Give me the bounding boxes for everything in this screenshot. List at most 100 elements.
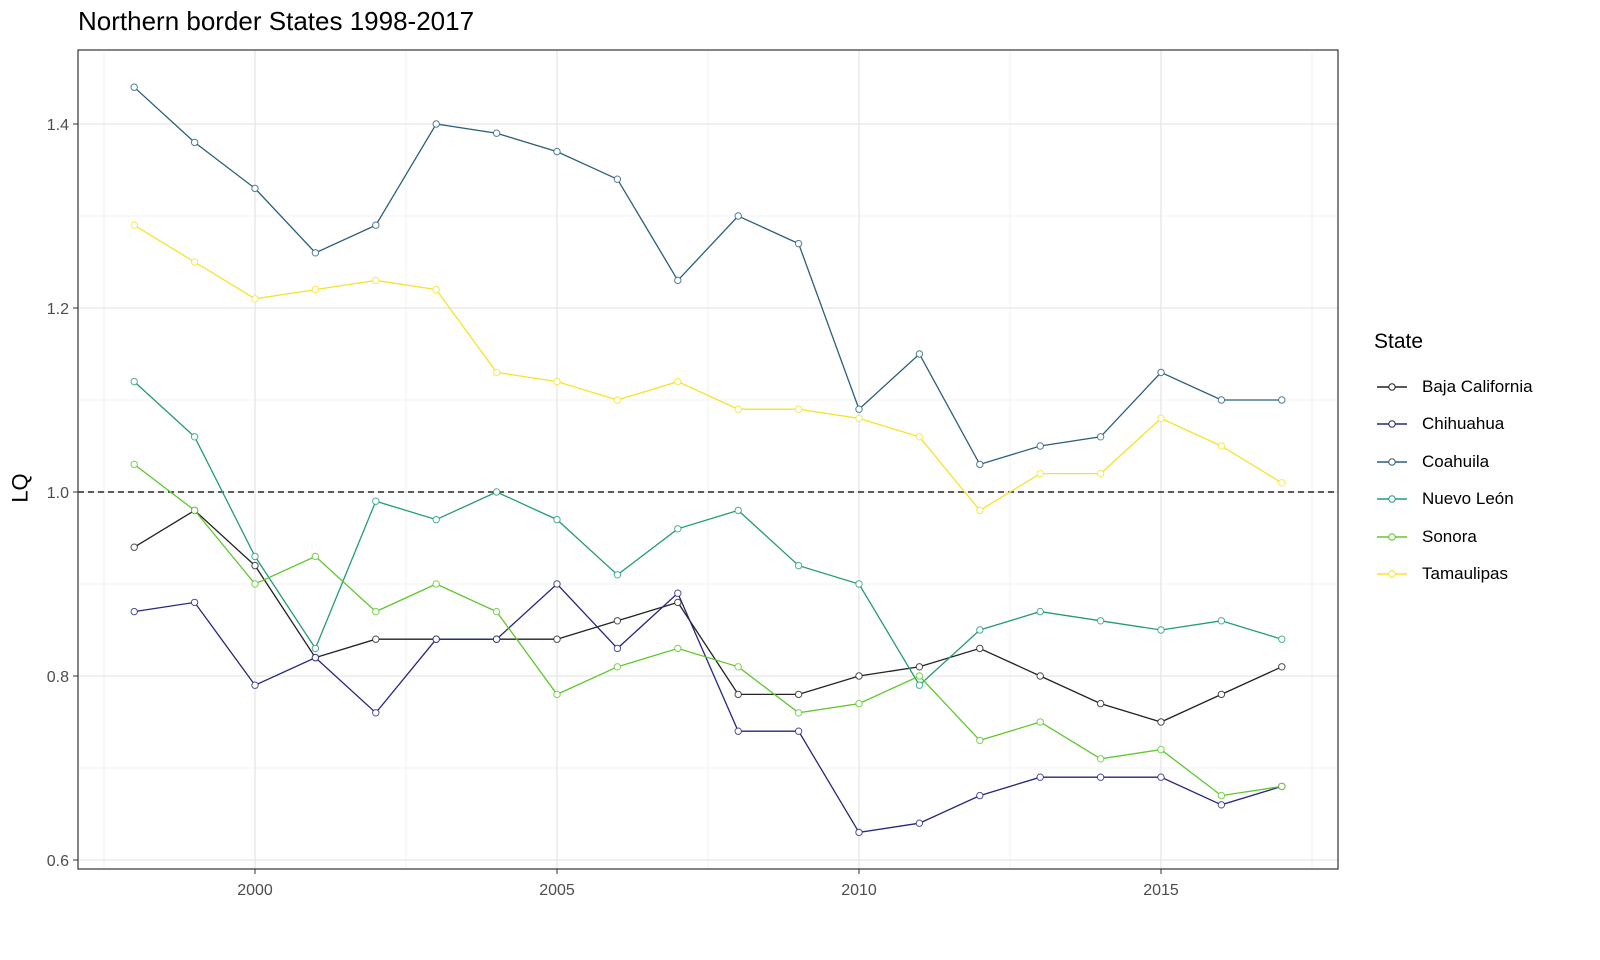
data-point (1217, 801, 1226, 809)
legend-item: Sonora (1374, 518, 1533, 556)
data-point (915, 681, 924, 689)
data-point (674, 377, 682, 386)
data-point (251, 295, 259, 303)
legend-label: Nuevo León (1422, 489, 1514, 509)
data-point (674, 276, 682, 285)
data-point (372, 497, 380, 505)
legend-key-icon (1377, 570, 1407, 578)
legend-item: Tamaulipas (1374, 556, 1533, 594)
legend-item: Chihuahua (1374, 406, 1533, 444)
data-point (976, 460, 984, 469)
data-point (492, 635, 501, 643)
data-point (734, 727, 742, 735)
legend-item: Coahuila (1374, 443, 1533, 481)
data-point (613, 175, 622, 183)
y-tick-label: 0.6 (47, 853, 69, 870)
data-point (251, 681, 259, 689)
data-point (1096, 755, 1105, 763)
data-point (190, 598, 199, 607)
data-point (432, 285, 440, 294)
data-point (372, 221, 380, 229)
data-point (1217, 617, 1226, 625)
legend-key-icon (1377, 383, 1407, 391)
y-tick-label: 1.2 (47, 301, 69, 318)
data-point (674, 589, 682, 597)
legend-key-icon (1377, 533, 1407, 541)
data-point (855, 414, 863, 423)
legend-label: Coahuila (1422, 451, 1490, 471)
data-point (130, 377, 138, 386)
data-point (613, 617, 622, 625)
data-point (1217, 442, 1226, 450)
data-point (1036, 607, 1044, 616)
panel-border (77, 49, 1339, 870)
data-point (1096, 773, 1105, 781)
data-point (976, 626, 984, 634)
data-point (130, 460, 138, 469)
data-point (794, 709, 803, 717)
legend-item: Nuevo León (1374, 481, 1533, 519)
data-point (1096, 469, 1105, 478)
legend: State Baja California Chihuahua Coahuila Nu… (1374, 330, 1533, 593)
data-point (794, 239, 803, 248)
data-point (1217, 690, 1226, 699)
data-point (251, 552, 259, 561)
data-point (1036, 773, 1044, 781)
data-point (855, 828, 863, 837)
data-point (915, 672, 924, 680)
data-point (976, 791, 984, 800)
data-point (372, 607, 380, 616)
data-point (190, 138, 199, 147)
data-point (734, 663, 742, 671)
data-point (492, 607, 501, 616)
data-point (734, 212, 742, 220)
data-point (372, 709, 380, 717)
data-point (855, 672, 863, 680)
data-point (553, 635, 561, 643)
data-point (1278, 396, 1286, 404)
series-line-coahuila (133, 86, 1282, 466)
data-point (613, 396, 622, 404)
data-point (794, 727, 803, 735)
data-point (553, 515, 561, 524)
data-point (674, 525, 682, 533)
data-point (915, 350, 924, 358)
series-line-baja-california (133, 509, 1283, 723)
data-point (976, 506, 984, 515)
data-point (1278, 782, 1286, 791)
data-point (915, 663, 924, 671)
data-point (311, 653, 320, 662)
data-point (674, 644, 682, 653)
data-point (251, 561, 259, 570)
data-point (372, 635, 380, 643)
series-line-chihuahua (134, 583, 1282, 834)
legend-label: Baja California (1422, 376, 1533, 396)
data-point (1157, 626, 1165, 634)
data-point (1096, 433, 1105, 441)
data-point (492, 129, 501, 137)
data-point (432, 635, 440, 643)
data-point (251, 184, 259, 193)
chart-title: Northern border States 1998-2017 (78, 6, 475, 36)
data-point (130, 83, 138, 91)
data-point (794, 405, 803, 413)
data-point (1157, 414, 1165, 423)
data-point (432, 580, 440, 588)
series-line-nuevo-león (133, 381, 1282, 687)
data-point (553, 377, 561, 386)
data-point (553, 147, 561, 156)
x-tick-label: 2000 (237, 882, 273, 899)
x-tick-label: 2010 (841, 882, 877, 899)
data-point (1278, 479, 1286, 487)
data-point (372, 276, 380, 285)
legend-label: Sonora (1422, 526, 1477, 546)
data-point (492, 368, 501, 377)
legend-key-icon (1377, 420, 1407, 428)
data-point (492, 488, 501, 496)
data-point (190, 506, 199, 515)
y-tick-label: 1.0 (47, 485, 69, 502)
data-point (311, 285, 320, 294)
data-point (1157, 745, 1165, 754)
data-point (553, 690, 561, 699)
